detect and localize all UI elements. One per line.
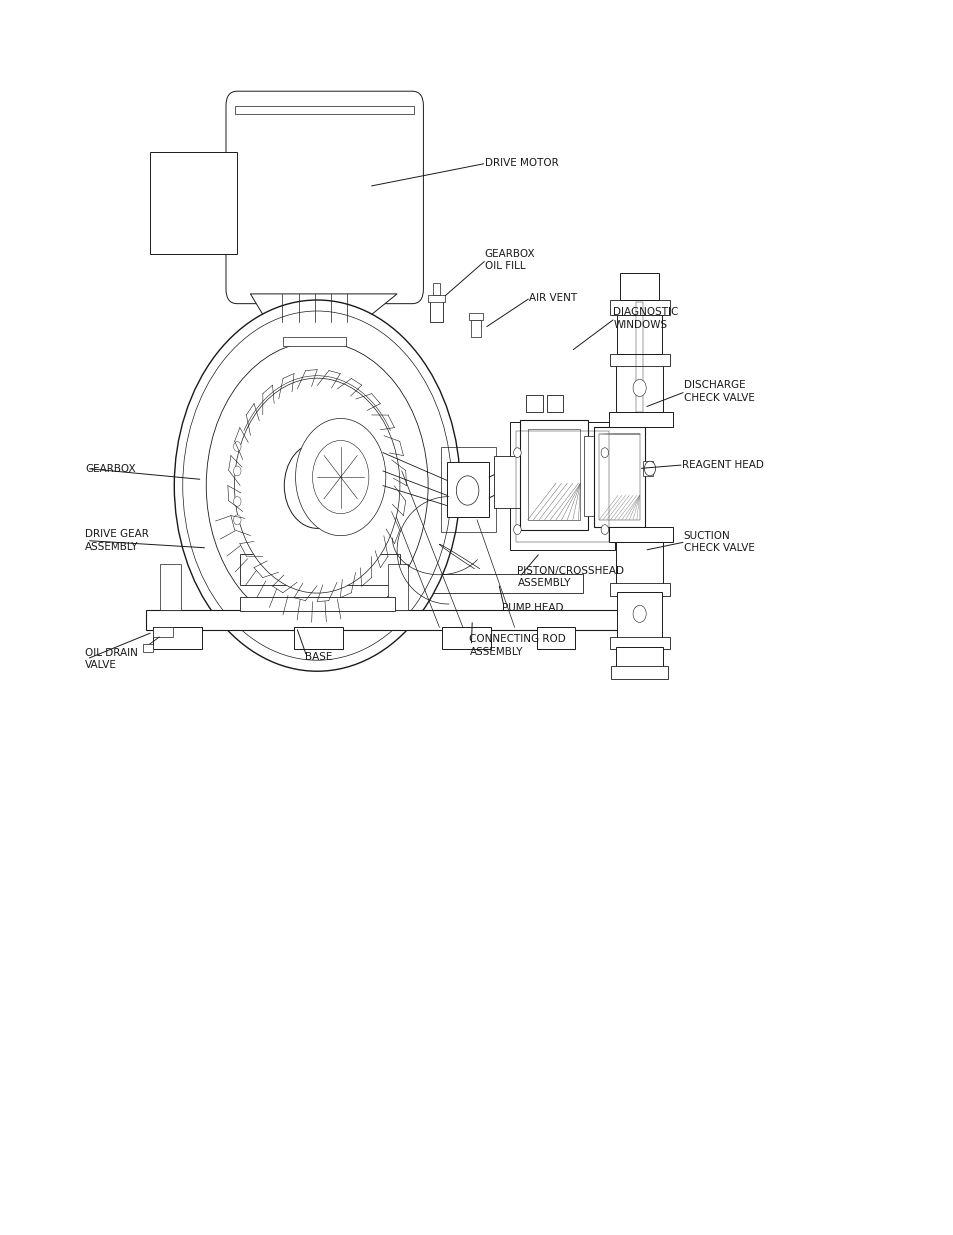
Bar (608, 412, 672, 427)
Bar (608, 527, 672, 542)
Circle shape (234, 378, 399, 593)
Bar (146, 610, 625, 630)
Bar (150, 152, 237, 253)
Bar (593, 427, 644, 527)
Bar (527, 430, 579, 520)
Bar (609, 637, 669, 650)
Bar (240, 555, 399, 584)
Bar (611, 667, 667, 678)
Bar (207, 383, 240, 584)
Bar (525, 395, 542, 412)
Circle shape (183, 311, 451, 661)
Bar (617, 592, 661, 638)
Circle shape (295, 419, 385, 536)
Circle shape (513, 448, 520, 457)
Bar (442, 627, 491, 650)
Bar (469, 314, 482, 320)
Text: GEARBOX
OIL FILL: GEARBOX OIL FILL (484, 248, 535, 270)
Bar (160, 563, 181, 610)
Circle shape (456, 475, 478, 505)
Text: OIL DRAIN
VALVE: OIL DRAIN VALVE (85, 648, 137, 671)
Bar (294, 627, 342, 650)
Bar (207, 383, 240, 584)
Circle shape (600, 448, 608, 457)
Bar (519, 420, 587, 530)
Text: DIAGNOSTIC
WINDOWS: DIAGNOSTIC WINDOWS (613, 308, 678, 330)
Polygon shape (267, 322, 362, 337)
Bar (598, 435, 639, 520)
Text: DRIVE GEAR
ASSEMBLY: DRIVE GEAR ASSEMBLY (85, 530, 149, 552)
Bar (428, 295, 444, 303)
Bar (235, 106, 414, 115)
Circle shape (233, 496, 241, 506)
Text: AIR VENT: AIR VENT (528, 293, 577, 303)
Text: GEARBOX: GEARBOX (85, 463, 135, 473)
Bar (636, 303, 642, 412)
Bar (609, 300, 669, 315)
Circle shape (513, 525, 520, 535)
Circle shape (233, 515, 241, 525)
Circle shape (300, 463, 334, 508)
FancyBboxPatch shape (226, 91, 423, 304)
Bar (433, 283, 440, 295)
Text: PISTON/CROSSHEAD
ASSEMBLY: PISTON/CROSSHEAD ASSEMBLY (517, 566, 624, 588)
Bar (642, 461, 652, 475)
Bar (494, 456, 531, 508)
Circle shape (174, 300, 459, 672)
Text: DRIVE MOTOR: DRIVE MOTOR (484, 158, 558, 168)
Bar (617, 315, 661, 353)
Bar (546, 395, 563, 412)
Circle shape (600, 525, 608, 535)
Circle shape (313, 441, 369, 514)
Bar (143, 645, 152, 652)
Bar (446, 462, 489, 517)
Text: PUMP HEAD: PUMP HEAD (502, 603, 563, 613)
Text: BASE: BASE (305, 652, 332, 662)
Bar (516, 431, 608, 542)
Bar (609, 353, 669, 366)
Bar (441, 447, 496, 532)
Circle shape (206, 342, 428, 630)
Bar (207, 573, 582, 593)
Bar (152, 627, 173, 637)
Bar (283, 337, 346, 346)
Bar (616, 647, 662, 669)
Bar (152, 627, 201, 650)
Polygon shape (251, 294, 396, 322)
Text: DISCHARGE
CHECK VALVE: DISCHARGE CHECK VALVE (683, 380, 754, 403)
Circle shape (233, 442, 241, 452)
Bar (240, 597, 395, 611)
Circle shape (633, 605, 645, 622)
Text: REAGENT HEAD: REAGENT HEAD (681, 459, 763, 469)
Bar (471, 320, 480, 337)
Bar (509, 422, 615, 551)
Bar (387, 563, 408, 610)
Bar (619, 273, 659, 300)
Bar (616, 542, 662, 587)
Circle shape (643, 461, 655, 475)
Bar (430, 300, 443, 322)
Bar (609, 583, 669, 595)
Circle shape (284, 443, 350, 529)
Bar (616, 363, 662, 412)
Text: CONNECTING ROD
ASSEMBLY: CONNECTING ROD ASSEMBLY (469, 635, 566, 657)
Text: SUCTION
CHECK VALVE: SUCTION CHECK VALVE (683, 531, 754, 553)
Bar (537, 627, 574, 650)
Circle shape (233, 466, 241, 475)
Bar (583, 436, 595, 516)
Circle shape (633, 379, 645, 396)
